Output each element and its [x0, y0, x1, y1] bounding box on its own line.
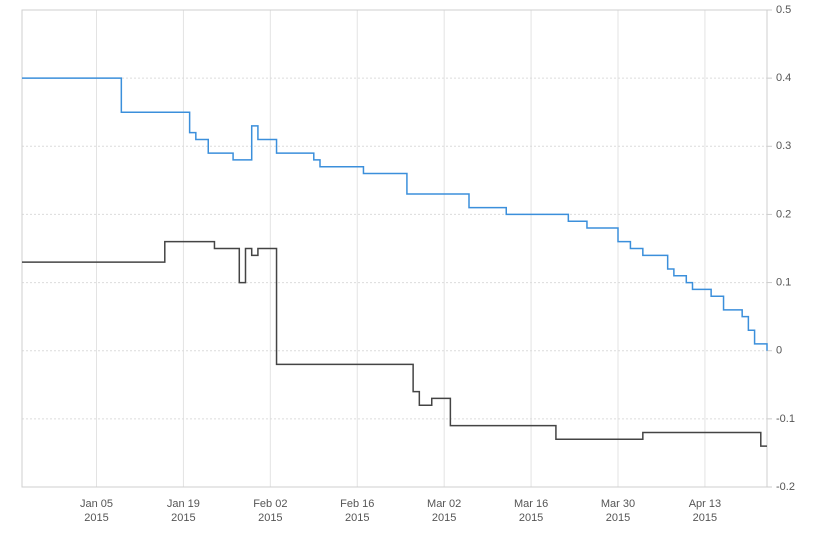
- y-tick-label: 0.4: [776, 72, 791, 84]
- x-tick-label: Feb 02: [253, 498, 287, 510]
- plot-frame: [21, 9, 768, 488]
- series-line: [22, 77, 768, 351]
- y-tick-label: -0.1: [776, 413, 795, 425]
- x-tick-label: Apr 13: [689, 498, 721, 510]
- y-tick-label: 0.2: [776, 208, 791, 220]
- y-tick-label: 0.3: [776, 140, 791, 152]
- x-tick-year: 2015: [432, 512, 456, 524]
- x-tick-year: 2015: [84, 512, 108, 524]
- x-tick-label: Feb 16: [340, 498, 374, 510]
- y-tick-label: 0: [776, 345, 782, 357]
- x-tick-year: 2015: [258, 512, 282, 524]
- x-tick-label: Jan 19: [167, 498, 200, 510]
- y-tick-label: -0.2: [776, 481, 795, 493]
- x-tick-label: Mar 30: [601, 498, 635, 510]
- x-tick-year: 2015: [693, 512, 717, 524]
- x-tick-label: Mar 16: [514, 498, 548, 510]
- x-tick-label: Mar 02: [427, 498, 461, 510]
- x-tick-year: 2015: [606, 512, 630, 524]
- x-tick-year: 2015: [519, 512, 543, 524]
- x-tick-label: Jan 05: [80, 498, 113, 510]
- y-tick-label: 0.1: [776, 276, 791, 288]
- y-tick-label: 0.5: [776, 4, 791, 16]
- x-tick-year: 2015: [345, 512, 369, 524]
- series-line: [22, 240, 767, 447]
- x-tick-year: 2015: [171, 512, 195, 524]
